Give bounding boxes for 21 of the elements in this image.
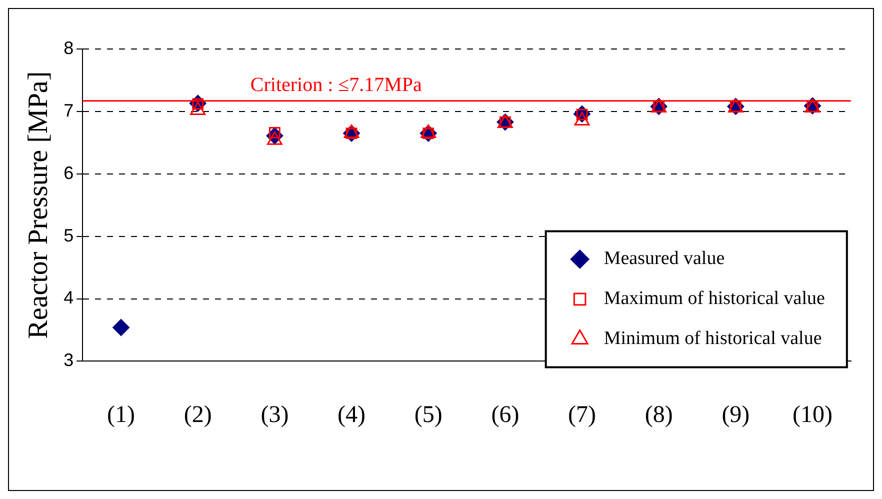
y-axis-title: Reactor Pressure [MPa] [23,71,54,339]
x-tick-label: (7) [568,402,596,428]
x-tick-label: (3) [260,402,289,428]
legend-label: Maximum of historical value [604,288,825,310]
x-tick-label: (6) [491,402,520,428]
x-tick-label: (2) [184,402,212,428]
legend-label: Measured value [604,248,725,270]
y-tick-label: 8 [64,38,74,58]
legend-label: Minimum of historical value [604,328,822,350]
ref-line-label: Criterion : ≤7.17MPa [250,74,422,96]
y-tick-label: 6 [64,162,74,183]
y-tick-label: 5 [64,225,74,246]
x-tick-label: (9) [722,402,750,428]
x-tick-label: (8) [644,402,673,428]
y-tick-label: 7 [64,100,74,120]
y-tick-label: 3 [64,350,74,370]
y-tick-label: 4 [64,288,74,308]
x-tick-label: (1) [107,402,136,428]
x-tick-label: (5) [414,402,442,428]
x-tick-label: (10) [792,402,832,428]
x-tick-label: (4) [338,402,366,428]
